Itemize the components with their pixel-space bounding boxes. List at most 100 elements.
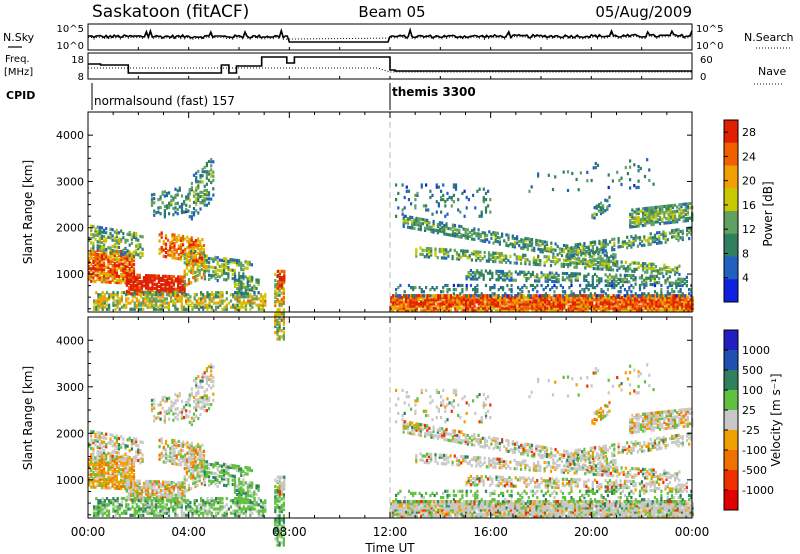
power-cell	[663, 265, 666, 269]
power-cell	[522, 298, 525, 302]
power-cell	[434, 308, 438, 312]
power-cell	[658, 281, 661, 285]
power-cell	[679, 229, 682, 234]
power-cell	[282, 326, 285, 331]
power-cell	[539, 294, 542, 298]
power-cell	[177, 253, 180, 257]
power-cell	[687, 296, 690, 300]
power-cell	[505, 256, 508, 260]
power-cell	[518, 306, 521, 310]
power-cell	[516, 296, 519, 300]
power-cell	[105, 276, 108, 280]
power-cell	[602, 247, 605, 251]
power-cell	[690, 288, 693, 292]
power-cell	[155, 299, 158, 303]
power-cell	[599, 296, 602, 300]
power-cell	[518, 302, 521, 306]
power-cell	[139, 255, 142, 259]
velocity-cell	[117, 436, 121, 441]
power-cell	[601, 304, 604, 308]
power-cell	[210, 172, 213, 176]
power-cell	[96, 254, 99, 259]
power-cell	[633, 302, 637, 306]
velocity-cell	[105, 443, 108, 447]
power-cell	[489, 210, 492, 214]
power-cell	[663, 308, 666, 312]
power-cell	[396, 298, 399, 302]
power-cell	[674, 296, 677, 300]
power-cell	[644, 211, 647, 215]
power-cell	[246, 288, 249, 292]
power-cell	[113, 253, 116, 257]
power-cell	[150, 299, 153, 303]
power-cell	[445, 226, 448, 230]
power-cell	[142, 278, 146, 282]
power-cell	[505, 243, 508, 247]
power-cell	[163, 213, 166, 217]
power-cell	[665, 204, 668, 208]
power-cell	[460, 296, 463, 300]
power-cell	[122, 264, 125, 268]
velocity-cell	[109, 454, 112, 458]
power-cell	[429, 189, 432, 193]
power-cell	[543, 248, 546, 252]
velocity-cell	[113, 472, 116, 476]
power-cell	[616, 170, 619, 174]
power-cell	[431, 286, 434, 290]
power-cell	[596, 246, 599, 250]
power-cell	[440, 290, 443, 294]
power-cell	[124, 279, 127, 283]
power-cell	[278, 271, 282, 275]
power-cell	[440, 247, 443, 252]
power-cell	[99, 297, 102, 301]
power-cell	[185, 307, 188, 311]
velocity-cell	[92, 453, 95, 457]
power-cell	[685, 275, 688, 279]
power-cell	[274, 320, 277, 324]
power-cell	[183, 202, 186, 206]
power-cell	[514, 294, 517, 298]
power-cell	[135, 252, 138, 257]
power-cell	[472, 288, 475, 292]
power-cell	[178, 186, 181, 190]
power-cell	[157, 307, 160, 311]
power-cell	[497, 302, 500, 306]
power-cell	[681, 292, 684, 296]
date-title: 05/Aug/2009	[595, 3, 692, 21]
power-cell	[135, 244, 138, 248]
power-cell	[615, 275, 618, 279]
power-cell	[566, 188, 570, 193]
power-cell	[138, 273, 141, 277]
power-cell	[544, 298, 547, 302]
power-cell	[501, 300, 504, 304]
velocity-cell	[122, 458, 125, 462]
power-cell	[519, 292, 522, 296]
power-cell	[165, 193, 169, 198]
power-cell	[194, 256, 197, 260]
power-cell	[637, 165, 640, 169]
power-colorbar-segment-2	[724, 165, 738, 189]
power-cell	[631, 306, 634, 310]
power-cell	[539, 239, 542, 243]
power-cell	[460, 249, 463, 253]
power-cell	[637, 209, 640, 213]
power-cell	[155, 297, 158, 301]
velocity-cell	[92, 481, 95, 485]
power-cell	[674, 302, 677, 306]
power-cell	[651, 306, 654, 310]
power-cell	[251, 295, 254, 299]
power-cell	[190, 217, 193, 221]
power-cell	[479, 308, 482, 312]
power-cell	[413, 298, 416, 302]
velocity-cell	[132, 439, 136, 443]
power-cell	[107, 270, 110, 274]
power-cell	[601, 302, 604, 306]
velocity-cell	[96, 464, 99, 468]
power-cell	[202, 295, 205, 299]
power-cell	[219, 291, 222, 295]
power-cell	[195, 301, 198, 305]
power-cell	[603, 265, 606, 269]
power-cell	[98, 225, 101, 230]
power-cell	[681, 231, 684, 235]
velocity-cell	[128, 468, 131, 472]
